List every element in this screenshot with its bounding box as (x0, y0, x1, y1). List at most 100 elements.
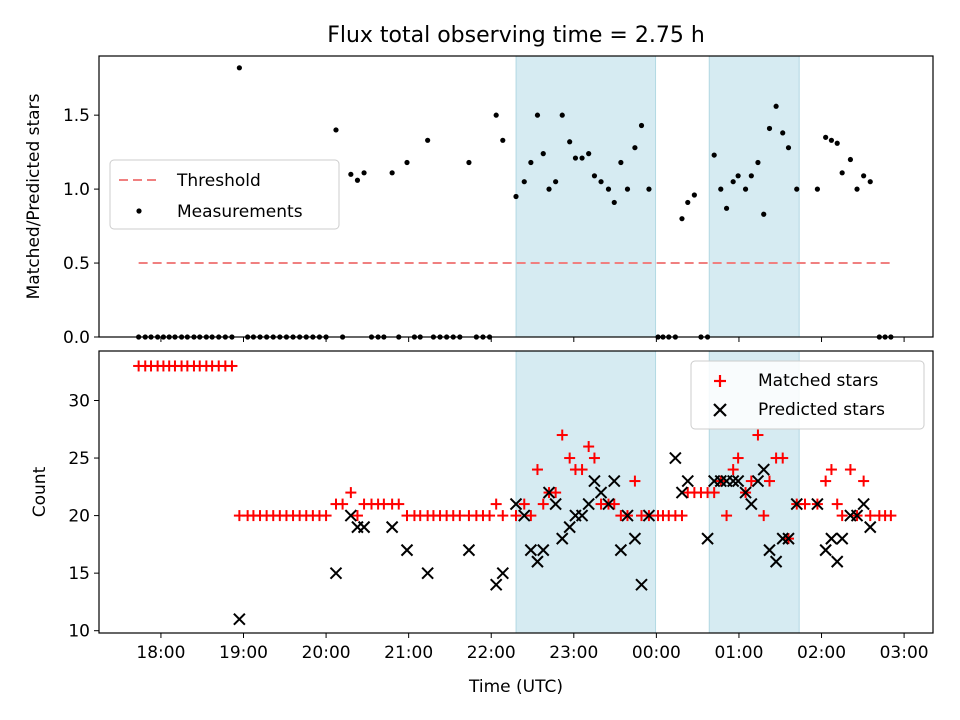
measurement-point (559, 112, 565, 118)
predicted-star-point (602, 497, 615, 511)
predicted-star-point (642, 509, 656, 522)
measurement-point (579, 155, 585, 161)
bottom-legend: Matched stars Predicted stars (690, 360, 925, 430)
measurement-point (348, 171, 354, 177)
predicted-star-point (509, 497, 523, 511)
predicted-star-point (496, 566, 509, 580)
predicted-star-point (857, 497, 870, 511)
matched-star-point (752, 429, 764, 441)
predicted-star-point (864, 520, 877, 534)
measurement-point (591, 173, 598, 179)
measurement-point (521, 179, 527, 185)
measurement-point (354, 177, 361, 183)
matched-star-point (226, 360, 238, 372)
predicted-star-point (594, 486, 608, 499)
predicted-star-point (731, 474, 745, 488)
top-shaded-intervals (515, 55, 800, 338)
predicted-star-point (757, 463, 770, 476)
matched-star-point (708, 487, 720, 499)
y-tick-label: 20 (68, 507, 90, 527)
y-tick-label: 0.0 (63, 328, 90, 348)
measurement-point (624, 186, 631, 192)
matched-star-point (351, 510, 363, 522)
predicted-star-point (531, 555, 544, 568)
predicted-star-point (489, 578, 503, 591)
measurement-point (854, 186, 860, 192)
matched-star-point (831, 498, 843, 510)
predicted-star-point (669, 451, 682, 465)
matched-star-point (825, 464, 837, 476)
y-tick-label: 25 (68, 449, 90, 469)
predicted-stars-series (233, 451, 877, 626)
x-tick-label: 19:00 (219, 643, 268, 663)
measurement-point (425, 137, 431, 143)
predicted-star-point (233, 612, 246, 626)
predicted-star-point (790, 497, 803, 511)
y-tick-label: 1.5 (63, 106, 90, 126)
predicted-star-point (835, 532, 849, 545)
matched-star-point (836, 510, 848, 522)
legend-predicted-label: Predicted stars (758, 400, 885, 420)
measurement-point (828, 137, 835, 143)
matched-star-point (556, 429, 568, 441)
bottom-y-ticks: 10 15 20 25 30 (68, 391, 99, 642)
matched-star-point (799, 498, 811, 510)
predicted-star-point (537, 543, 550, 557)
legend-threshold-label: Threshold (176, 171, 261, 191)
measurement-point (748, 173, 754, 179)
measurement-point (685, 199, 691, 206)
matched-star-point (490, 498, 502, 510)
matched-star-point (537, 498, 549, 510)
predicted-star-point (549, 497, 562, 511)
matched-star-point (608, 498, 620, 510)
measurement-point (679, 216, 685, 222)
predicted-star-point (329, 566, 343, 580)
matched-star-point (510, 510, 522, 522)
matched-star-point (576, 464, 588, 476)
y-tick-label: 0.5 (63, 254, 90, 274)
measurement-point (773, 103, 779, 109)
measurement-point (618, 159, 624, 166)
predicted-star-point (776, 532, 789, 545)
measurement-point (735, 173, 741, 179)
x-tick-label: 01:00 (714, 643, 763, 663)
measurement-point (766, 125, 773, 132)
measurement-point (638, 122, 645, 129)
x-tick-label: 22:00 (467, 643, 516, 663)
predicted-star-point (563, 520, 576, 534)
measurement-point (333, 127, 339, 133)
predicted-star-point (628, 532, 642, 545)
measurement-point (834, 140, 840, 146)
measurement-point (823, 134, 829, 140)
predicted-star-point (701, 532, 714, 545)
legend-matched-swatch (714, 375, 726, 387)
predicted-star-point (769, 555, 783, 568)
predicted-star-point (582, 497, 595, 511)
measurement-point (794, 186, 800, 192)
predicted-star-point (518, 509, 531, 522)
predicted-star-point (614, 543, 628, 557)
y-tick-label: 15 (68, 564, 90, 584)
predicted-star-point (819, 543, 832, 557)
matched-star-point (732, 452, 744, 464)
measurement-point (466, 159, 472, 166)
predicted-star-point (850, 509, 864, 522)
matched-star-point (629, 475, 641, 487)
predicted-star-point (357, 520, 371, 534)
measurement-point (404, 159, 410, 166)
predicted-star-point (681, 474, 694, 488)
measurement-point (389, 170, 395, 176)
measurement-point (236, 65, 242, 71)
predicted-star-point (621, 509, 634, 522)
matched-star-point (518, 498, 530, 510)
matched-star-point (588, 452, 600, 464)
bottom-axes-frame (98, 350, 934, 634)
measurement-point (742, 186, 749, 192)
predicted-star-point (385, 520, 399, 534)
measurement-point (534, 112, 541, 118)
matched-star-point (764, 475, 776, 487)
measurement-point (646, 186, 652, 192)
predicted-star-point (400, 543, 414, 557)
matched-star-point (727, 464, 739, 476)
measurement-point (861, 173, 867, 179)
